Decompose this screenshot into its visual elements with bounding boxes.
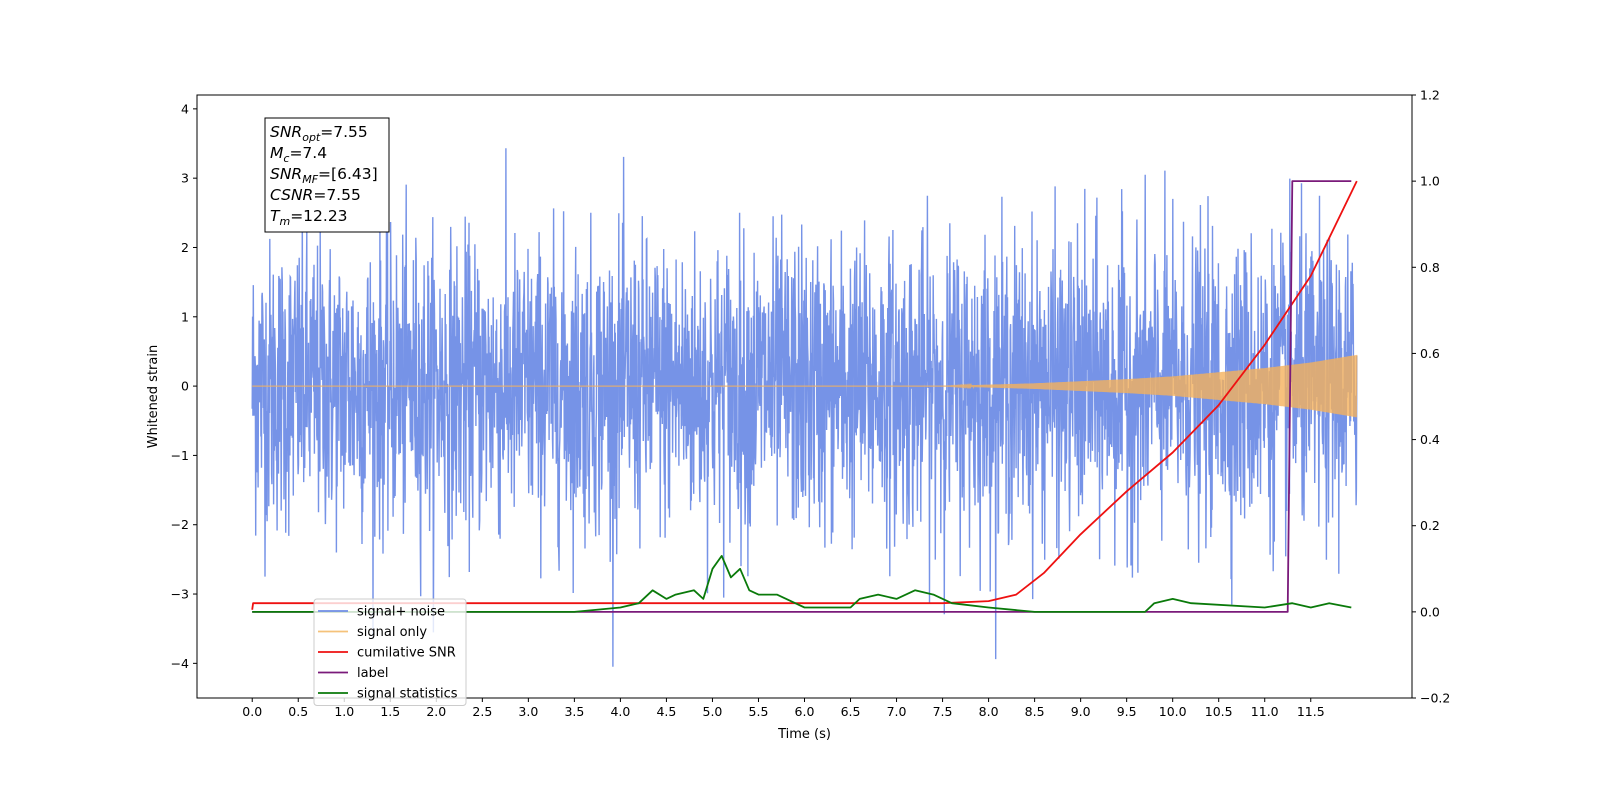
x-tick-label: 5.0 [703,704,723,719]
annotation-line: SNRopt=7.55 [270,123,368,144]
legend-frame [313,598,467,706]
x-tick-label: 5.5 [749,704,769,719]
annotation-line: Mc=7.4 [270,144,327,165]
x-tick-label: 9.5 [1117,704,1137,719]
y-right-tick-label: 0.6 [1420,346,1440,361]
x-tick-label: 7.0 [887,704,907,719]
y-axis-right: −0.2 0.0 0.2 0.4 0.6 0.8 1.0 1.2 [1412,88,1450,706]
x-tick-label: 0.5 [288,704,308,719]
x-tick-label: 8.5 [1025,704,1045,719]
x-tick-label: 4.5 [656,704,676,719]
x-tick-label: 1.0 [334,704,354,719]
y-right-tick-label: 1.0 [1420,174,1440,189]
x-tick-label: 3.0 [518,704,538,719]
series-line-label [252,180,1352,613]
legend-label: signal+ noise [357,605,445,620]
annotation-subscript: opt [302,131,321,144]
y-tick-label: 2 [181,240,189,255]
x-tick-label: 2.0 [426,704,446,719]
annotation-symbol: CSNR [270,186,313,204]
annotation-subscript: c [283,152,289,165]
annotation-symbol: SNR [270,123,302,141]
x-axis-label: Time (s) [777,727,831,742]
y-right-tick-label: 0.2 [1420,518,1440,533]
annotation-box: SNRopt=7.55Mc=7.4SNRMF=[6.43]CSNR=7.55Tm… [264,117,390,233]
x-tick-label: 3.5 [564,704,584,719]
x-tick-label: 1.5 [380,704,400,719]
x-tick-label: 9.0 [1071,704,1091,719]
legend-label: cumilative SNR [357,646,456,661]
x-tick-label: 10.5 [1205,704,1233,719]
annotation-symbol: T [270,207,281,225]
series-line-cumilative-snr [251,180,1358,610]
x-tick-label: 6.0 [795,704,815,719]
x-tick-label: 7.5 [933,704,953,719]
y-tick-label: 0 [181,379,189,394]
y-axis-label: Whitened strain [146,345,161,448]
x-tick-label: 4.0 [610,704,630,719]
series-line-signal-only [252,354,1358,418]
x-tick-label: 11.0 [1251,704,1279,719]
y-tick-label: −1 [171,448,189,463]
annotation-value: =[6.43] [318,165,378,183]
y-tick-label: 3 [181,171,189,186]
y-right-tick-label: 1.2 [1420,88,1440,103]
y-right-tick-label: −0.2 [1420,691,1450,706]
x-tick-label: 10.0 [1159,704,1187,719]
series-line-signal-noise [251,148,1358,667]
annotation-frame [264,117,390,233]
y-tick-label: −2 [171,517,189,532]
annotation-line: Tm=12.23 [270,207,348,228]
x-tick-label: 8.0 [979,704,999,719]
y-right-tick-label: 0.4 [1420,432,1440,447]
x-tick-label: 11.5 [1297,704,1325,719]
annotation-symbol: M [270,144,283,162]
y-tick-label: 4 [181,101,189,116]
y-right-tick-label: 0.8 [1420,260,1440,275]
series-line-signal-statistics [252,555,1352,613]
annotation-line: CSNR=7.55 [270,186,361,204]
annotation-line: SNRMF=[6.43] [270,165,378,186]
annotation-subscript: MF [302,173,318,186]
y-right-tick-label: 0.0 [1420,604,1440,619]
x-tick-label: 0.0 [242,704,262,719]
legend-label: signal statistics [357,687,458,702]
legend: signal+ noise signal only cumilative SNR la… [313,598,467,706]
annotation-value: =12.23 [290,207,347,225]
annotation-value: =7.4 [289,144,327,162]
annotation-subscript: m [279,215,290,228]
series-group [251,148,1358,667]
legend-label: signal only [357,625,427,640]
x-tick-label: 6.5 [841,704,861,719]
y-tick-label: −3 [171,587,189,602]
x-tick-label: 2.5 [472,704,492,719]
annotation-symbol: SNR [270,165,302,183]
y-tick-label: 1 [181,309,189,324]
x-axis: 0.0 0.5 1.0 1.5 2.0 2.5 3.0 3.5 4.0 4.5 5.0 5.5 6.0 6… [242,698,1325,719]
annotation-value: =7.55 [320,123,368,141]
y-tick-label: −4 [171,656,189,671]
annotation-value: =7.55 [313,186,361,204]
legend-label: label [357,666,388,681]
y-axis-left: −4 −3 −2 −1 0 1 2 3 4 [171,101,197,671]
